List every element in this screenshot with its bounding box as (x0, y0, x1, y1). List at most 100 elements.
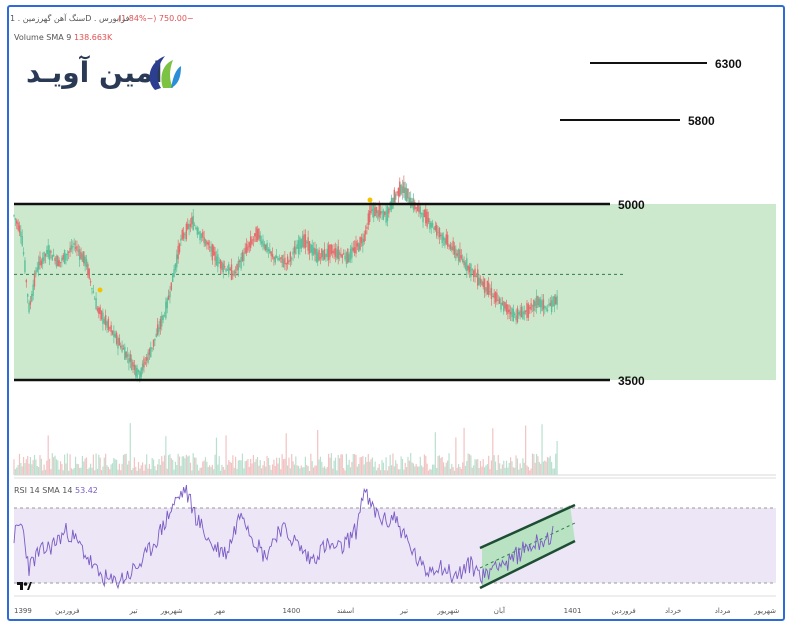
candle-body (166, 298, 168, 309)
candle-body (222, 263, 225, 273)
volume-bar (284, 458, 286, 475)
volume-bar (122, 454, 125, 475)
volume-bar (382, 462, 384, 475)
volume-bar (380, 470, 382, 475)
candle-body (14, 218, 17, 220)
volume-bar (110, 464, 112, 475)
volume-bar (38, 467, 40, 475)
volume-bar (247, 458, 249, 475)
volume-bar (548, 457, 550, 475)
candle-body (163, 315, 166, 317)
candle-body (52, 254, 55, 256)
volume-bar (214, 454, 216, 475)
volume-bar (128, 460, 130, 475)
candle-body (13, 215, 15, 217)
candle-body (275, 255, 278, 259)
volume-bar (291, 454, 293, 475)
volume-bar (475, 459, 477, 475)
candle-body (263, 243, 266, 249)
candle-body (416, 205, 419, 212)
candle-body (72, 245, 74, 248)
volume-bar (440, 458, 442, 475)
candle-body (37, 261, 40, 270)
candle-body (281, 255, 283, 264)
volume-bar (239, 460, 241, 475)
volume-bar (18, 453, 21, 475)
candle-body (549, 302, 551, 306)
volume-bar (300, 465, 302, 475)
volume-bar (235, 456, 237, 475)
volume-bar (100, 470, 103, 475)
candle-body (73, 242, 75, 246)
volume-bar (332, 468, 334, 475)
candle-body (215, 256, 218, 266)
candle-body (260, 241, 263, 244)
volume-bar (518, 469, 520, 475)
candle-body (125, 351, 127, 358)
volume-bar (516, 458, 519, 475)
candle-body (81, 253, 84, 262)
volume-bar (292, 461, 294, 475)
volume-bar (481, 466, 483, 475)
volume-bar (177, 453, 179, 475)
volume-bar (54, 455, 56, 475)
candle-body (434, 225, 437, 230)
candle-body (115, 332, 118, 344)
candle-body (80, 252, 82, 259)
rsi-channel-lower (479, 539, 576, 590)
candle-body (151, 347, 153, 349)
candle-body (89, 281, 92, 283)
volume-bar (94, 470, 96, 475)
candle-body (282, 259, 285, 268)
candle-body (377, 210, 379, 219)
level-label-5000: 5000 (618, 198, 645, 212)
volume-bar (125, 453, 127, 475)
volume-bar (511, 461, 513, 475)
candle-body (69, 247, 71, 253)
volume-bar (348, 459, 350, 475)
volume-bar (406, 467, 408, 475)
volume-bar (530, 468, 532, 475)
candle-body (232, 274, 234, 276)
volume-bar (237, 460, 239, 475)
volume-bar (378, 464, 380, 475)
candle-body (252, 239, 255, 241)
volume-bar (427, 470, 430, 475)
volume-bar (451, 463, 453, 475)
volume-bar (159, 464, 161, 475)
candle-body (422, 212, 424, 223)
volume-bar (120, 470, 122, 475)
volume-bar (529, 470, 531, 475)
candle-body (311, 244, 313, 256)
volume-bar (340, 454, 342, 475)
candle-body (323, 249, 326, 260)
candle-body (423, 209, 426, 218)
volume-bar (102, 466, 104, 475)
volume-bar (158, 459, 160, 475)
volume-bar (419, 456, 421, 475)
candle-body (349, 248, 352, 260)
candle-body (158, 327, 160, 332)
candle-body (170, 282, 173, 290)
volume-bar (270, 469, 272, 475)
volume-bar (36, 465, 38, 475)
candle-body (511, 307, 513, 318)
volume-bar (74, 456, 77, 475)
candle-body (218, 262, 220, 264)
candle-body (200, 233, 203, 239)
candle-body (156, 324, 159, 335)
volume-bar (384, 470, 386, 475)
volume-bar (349, 467, 352, 475)
candle-body (96, 308, 99, 311)
candle-body (21, 236, 23, 246)
volume-bar (323, 466, 326, 475)
candle-body (460, 255, 463, 259)
volume-bar (126, 464, 129, 475)
volume-bar (414, 466, 416, 475)
candle-body (530, 303, 532, 311)
candle-body (464, 262, 467, 269)
candle-body (457, 249, 460, 262)
volume-bar (354, 454, 356, 475)
candle-body (247, 246, 249, 251)
volume-bar (549, 455, 551, 475)
